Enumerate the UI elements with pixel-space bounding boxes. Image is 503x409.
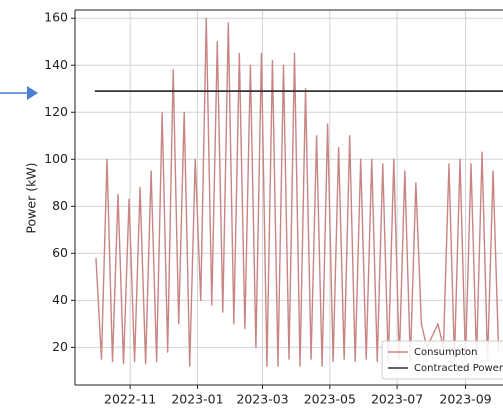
y-tick-label: 100 xyxy=(44,151,68,166)
y-tick-label: 160 xyxy=(44,10,68,25)
legend-label: Contracted Power xyxy=(414,363,503,374)
x-tick-label: 2023-05 xyxy=(304,392,356,407)
legend-box xyxy=(381,340,503,380)
y-tick-label: 120 xyxy=(44,104,68,119)
x-tick-label: 2023-09 xyxy=(439,392,491,407)
series-line xyxy=(95,17,500,367)
x-tick-label: 2023-01 xyxy=(171,392,223,407)
y-axis-label: Power (kW) xyxy=(24,162,39,233)
legend-label: Consumpton xyxy=(414,347,477,358)
y-tick-label: 20 xyxy=(52,339,68,354)
x-tick-label: 2023-03 xyxy=(236,392,288,407)
pointer-arrow xyxy=(0,86,38,100)
y-tick-label: 40 xyxy=(52,292,68,307)
y-tick-label: 80 xyxy=(52,198,68,213)
y-tick-label: 60 xyxy=(52,245,68,260)
x-tick-label: 2022-11 xyxy=(104,392,156,407)
legend: Consumpton Contracted Power xyxy=(381,340,503,380)
y-tick-label: 140 xyxy=(44,57,68,72)
x-tick-label: 2023-07 xyxy=(371,392,423,407)
